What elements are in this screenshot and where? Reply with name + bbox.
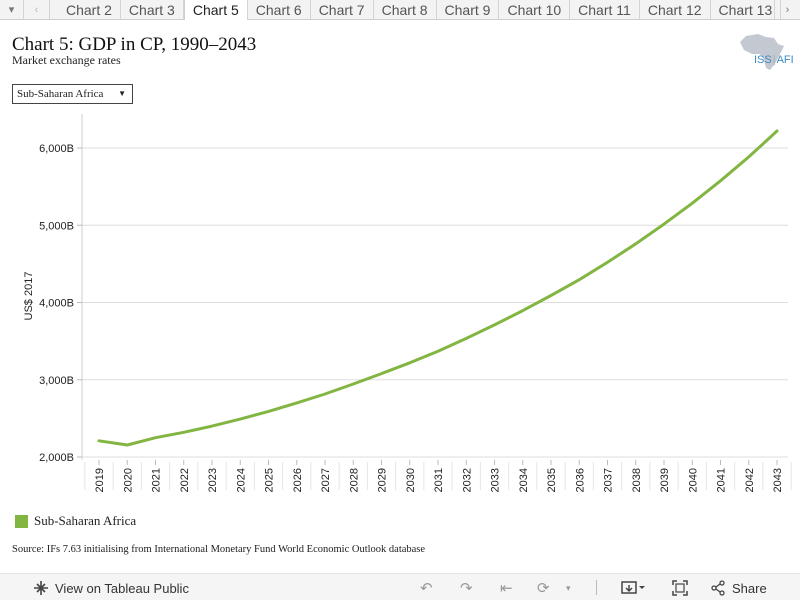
x-tick-label: 2037	[603, 468, 615, 492]
refresh-icon[interactable]: ⟳	[537, 580, 550, 597]
redo-icon[interactable]: ↷	[460, 580, 473, 597]
region-filter-select[interactable]: Sub-Saharan Africa ▼	[12, 84, 133, 104]
x-tick-label: 2022	[179, 468, 191, 492]
region-filter-value: Sub-Saharan Africa	[17, 88, 104, 100]
y-tick-label: 6,000B	[39, 143, 74, 155]
share-label: Share	[732, 580, 767, 596]
fullscreen-glyph	[672, 580, 688, 596]
bottom-toolbar: View on Tableau Public ↶ ↷ ⇤ ⟳ ▾ Share	[0, 573, 800, 600]
view-on-tableau-label: View on Tableau Public	[55, 580, 189, 596]
series-lines	[97, 129, 779, 447]
source-note: Source: IFs 7.63 initialising from Inter…	[12, 544, 426, 555]
y-axis-label: US$ 2017	[23, 272, 35, 321]
tab-chart-9[interactable]: Chart 9	[436, 0, 500, 19]
x-tick-label: 2031	[433, 468, 445, 492]
x-tick-label: 2036	[574, 468, 586, 492]
tab-chart-6[interactable]: Chart 6	[247, 0, 311, 19]
y-tick-label: 4,000B	[39, 298, 74, 310]
x-tick-label: 2034	[518, 468, 530, 492]
logo-suffix: AFI	[776, 54, 794, 66]
undo-icon[interactable]: ↶	[420, 580, 433, 597]
legend-label: Sub-Saharan Africa	[34, 513, 137, 528]
tab-chart-12[interactable]: Chart 12	[639, 0, 711, 19]
tableau-logo-icon	[34, 581, 48, 595]
tab-menu-dropdown-icon[interactable]: ▾	[0, 0, 24, 19]
logo-text: ISS	[754, 54, 772, 66]
x-axis: 2019 2020 2021 2022 2023 2024 2025 2026 2027 2028…	[84, 460, 792, 492]
logo-wordmark: ISS|AFI	[754, 54, 794, 66]
tab-chart-3[interactable]: Chart 3	[120, 0, 184, 19]
x-tick-label: 2028	[348, 468, 360, 492]
series-line-sub-saharan-africa[interactable]	[97, 129, 779, 447]
pause-dropdown-icon[interactable]: ▾	[566, 582, 571, 593]
x-tick-label: 2038	[631, 468, 643, 492]
x-tick-label: 2033	[490, 468, 502, 492]
share-icon	[711, 580, 725, 596]
x-tick-label: 2039	[659, 468, 671, 492]
x-tick-label: 2041	[716, 468, 728, 492]
x-tick-label: 2029	[377, 468, 389, 492]
x-tick-label: 2020	[122, 468, 134, 492]
legend-swatch	[15, 514, 28, 528]
tab-chart-13[interactable]: Chart 13	[710, 0, 782, 19]
tab-chart-5[interactable]: Chart 5	[183, 0, 248, 20]
y-tick-label: 2,000B	[39, 452, 74, 464]
tab-chart-7[interactable]: Chart 7	[310, 0, 374, 19]
fullscreen-icon[interactable]	[672, 578, 688, 598]
tab-scroll-right-icon[interactable]: ›	[774, 0, 800, 19]
tab-list: Chart 2 Chart 3 Chart 5 Chart 6 Chart 7 Chart…	[58, 0, 782, 20]
view-on-tableau-button[interactable]: View on Tableau Public	[33, 578, 189, 598]
chevron-down-icon: ▼	[118, 89, 126, 98]
chart-legend[interactable]: Sub-Saharan Africa	[15, 513, 136, 529]
x-tick-label: 2024	[235, 468, 247, 492]
x-tick-label: 2032	[461, 468, 473, 492]
x-tick-label: 2030	[405, 468, 417, 492]
revert-icon[interactable]: ⇤	[500, 580, 513, 597]
toolbar-divider	[596, 580, 597, 595]
x-tick-label: 2021	[151, 468, 163, 492]
tab-chart-2[interactable]: Chart 2	[58, 0, 121, 19]
share-button[interactable]: Share	[710, 578, 767, 598]
x-tick-label: 2019	[94, 468, 106, 492]
y-tick-label: 3,000B	[39, 375, 74, 387]
chart-title: Chart 5: GDP in CP, 1990–2043	[12, 34, 257, 55]
x-tick-label: 2040	[687, 468, 699, 492]
tab-scroll-left-icon[interactable]: ‹	[24, 0, 50, 19]
africa-logo-icon	[740, 34, 784, 70]
x-tick-label: 2023	[207, 468, 219, 492]
x-tick-label: 2027	[320, 468, 332, 492]
download-icon[interactable]	[620, 578, 646, 598]
x-tick-label: 2026	[292, 468, 304, 492]
y-tick-label: 5,000B	[39, 220, 74, 232]
grid-lines	[82, 147, 788, 458]
tab-chart-11[interactable]: Chart 11	[570, 0, 640, 19]
x-tick-label: 2025	[264, 468, 276, 492]
y-axis: 2,000B 3,000B 4,000B 5,000B 6,000B	[39, 114, 83, 464]
x-tick-label: 2043	[772, 468, 784, 492]
tab-chart-10[interactable]: Chart 10	[499, 0, 571, 19]
chart-subtitle: Market exchange rates	[12, 53, 121, 67]
x-tick-label: 2042	[744, 468, 756, 492]
tab-chart-8[interactable]: Chart 8	[373, 0, 437, 19]
x-tick-label: 2035	[546, 468, 558, 492]
download-glyph	[621, 581, 645, 594]
